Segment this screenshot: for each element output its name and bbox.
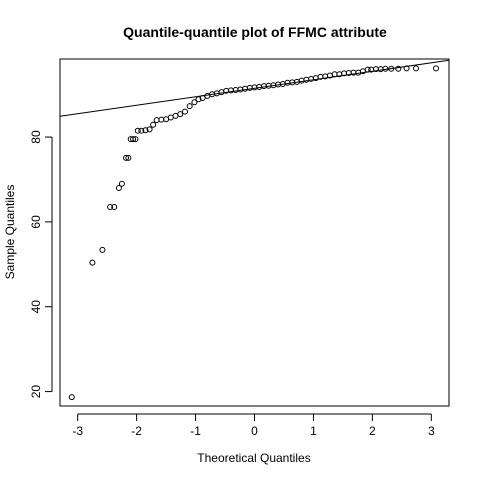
x-tick-label: -1 (190, 424, 201, 438)
data-point (181, 108, 188, 115)
data-point (130, 136, 137, 143)
y-tick-label: 60 (29, 215, 43, 229)
data-point (186, 103, 193, 110)
x-axis: -3 -2 -1 0 1 2 3 (72, 413, 435, 438)
data-point (138, 127, 145, 134)
data-point (395, 65, 402, 72)
data-point (388, 65, 395, 72)
data-point (125, 154, 132, 161)
reference-line (59, 59, 450, 117)
data-point (99, 246, 106, 253)
data-point (123, 154, 130, 161)
data-point (242, 85, 249, 92)
data-point (111, 204, 118, 211)
y-axis-label: Sample Quantiles (3, 185, 17, 280)
plot-frame (59, 58, 450, 407)
data-point (191, 99, 198, 106)
x-axis-label: Theoretical Quantiles (197, 451, 310, 465)
y-tick-label: 40 (29, 300, 43, 314)
data-point (177, 111, 184, 118)
data-point (107, 204, 114, 211)
x-tick-label: 1 (310, 424, 317, 438)
data-point (412, 65, 419, 72)
data-point (115, 184, 122, 191)
data-point (218, 89, 225, 96)
data-point (142, 127, 149, 134)
data-point (308, 75, 315, 82)
y-tick-label: 80 (29, 130, 43, 144)
x-tick-label: 2 (369, 424, 376, 438)
data-point (68, 394, 75, 401)
data-point (146, 126, 153, 133)
data-point (433, 65, 440, 72)
data-point (298, 77, 305, 84)
data-point (403, 65, 410, 72)
data-point (195, 96, 202, 103)
x-tick-label: 3 (428, 424, 435, 438)
data-point (199, 95, 206, 102)
data-point (132, 136, 139, 143)
x-tick-label: -3 (72, 424, 83, 438)
x-tick-label: 0 (251, 424, 258, 438)
data-point (134, 127, 141, 134)
data-point (303, 76, 310, 83)
x-tick-label: -2 (131, 424, 142, 438)
data-points (68, 65, 440, 401)
data-point (364, 66, 371, 73)
data-point (150, 121, 157, 128)
y-tick-label: 20 (29, 385, 43, 399)
data-point (89, 259, 96, 266)
data-point (382, 65, 389, 72)
y-axis: 20 40 60 80 (29, 130, 53, 399)
data-point (118, 180, 125, 187)
chart-title: Quantile-quantile plot of FFMC attribute (123, 24, 387, 40)
